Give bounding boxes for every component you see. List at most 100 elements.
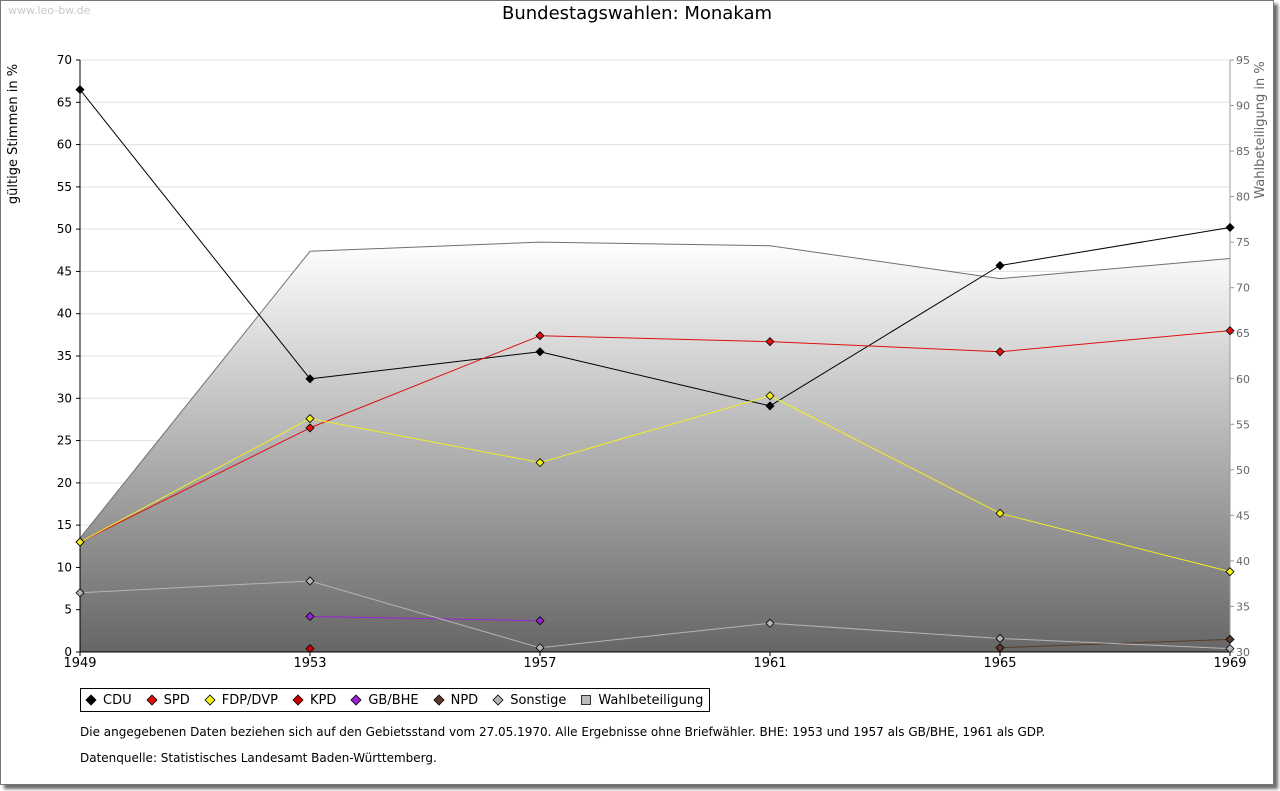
series-line-spd: [999, 330, 1231, 353]
series-line-sonstige: [309, 580, 541, 649]
y2-tick-label-65: 65: [1236, 327, 1250, 340]
series-line-fdp-dvp: [309, 418, 541, 464]
marker-fdp-dvp-1961: [765, 391, 775, 401]
series-line-sonstige: [999, 637, 1231, 650]
legend-label-spd: SPD: [163, 692, 190, 708]
marker-kpd-1953: [305, 644, 315, 654]
series-line-sonstige: [539, 622, 771, 649]
marker-spd-1969: [1225, 326, 1235, 336]
legend-marker-npd: [433, 694, 445, 706]
marker-cdu-1953: [305, 374, 315, 384]
turnout-line: [79, 241, 1231, 539]
y2-tick-label-40: 40: [1236, 555, 1250, 568]
y2-tick-label-50: 50: [1236, 464, 1250, 477]
legend-label-npd: NPD: [450, 692, 479, 708]
legend-item-spd: SPD: [146, 693, 190, 708]
marker-cdu-1957: [535, 347, 545, 357]
x-tick-label-1953: 1953: [293, 656, 326, 671]
y2-tick-label-55: 55: [1236, 418, 1250, 431]
legend-item-fdp-dvp: FDP/DVP: [204, 693, 278, 708]
y2-tick-label-90: 90: [1236, 100, 1250, 113]
y-tick-label-25: 25: [57, 434, 72, 448]
legend-marker-sonstige: [492, 694, 504, 706]
y2-tick-label-80: 80: [1236, 191, 1250, 204]
series-line-spd: [309, 335, 541, 429]
x-tick-label-1961: 1961: [753, 656, 786, 671]
series-line-spd: [79, 427, 311, 543]
marker-fdp-dvp-1957: [535, 457, 545, 468]
legend-item-gb-bhe: GB/BHE: [350, 692, 419, 708]
legend-item-cdu: CDU: [85, 693, 132, 708]
marker-gb-bhe-1957: [535, 616, 545, 626]
marker-fdp-dvp-1965: [995, 508, 1005, 518]
legend-label-gb-bhe: GB/BHE: [368, 692, 419, 708]
marker-fdp-dvp-1969: [1225, 567, 1235, 577]
marker-fdp-dvp-1949: [75, 537, 85, 547]
series-line-gb-bhe: [309, 615, 541, 622]
y2-tick-label-45: 45: [1236, 509, 1250, 522]
y-tick-label-50: 50: [57, 222, 72, 236]
marker-cdu-1969: [1225, 222, 1235, 233]
marker-sonstige-1961: [765, 618, 775, 628]
series-line-fdp-dvp: [999, 512, 1231, 573]
marker-spd-1953: [305, 423, 315, 433]
y2-axis-title: Wahlbeteiligung in %: [1253, 61, 1268, 198]
y-tick-label-45: 45: [57, 264, 72, 278]
x-tick-label-1969: 1969: [1213, 656, 1246, 671]
y-tick-label-65: 65: [57, 95, 72, 109]
marker-sonstige-1969: [1225, 644, 1235, 654]
series-line-fdp-dvp: [539, 395, 771, 464]
legend-marker-spd: [146, 694, 158, 706]
series-line-fdp-dvp: [769, 395, 1001, 514]
legend-item-wahlbeteiligung: Wahlbeteiligung: [580, 693, 703, 708]
y2-tick-label-30: 30: [1236, 646, 1250, 659]
marker-spd-1961: [765, 337, 775, 347]
series-line-fdp-dvp: [79, 418, 311, 543]
y-tick-label-5: 5: [64, 603, 72, 617]
legend-marker-cdu: [85, 694, 97, 706]
legend: CDU SPD FDP/DVP KPD GB/BHE NPD Sonstige Wahlbet…: [80, 688, 711, 712]
marker-sonstige-1953: [305, 576, 315, 586]
marker-sonstige-1965: [995, 633, 1005, 644]
y2-tick-label-95: 95: [1236, 54, 1250, 67]
marker-cdu-1965: [995, 260, 1005, 271]
marker-gb-bhe-1953: [305, 611, 315, 622]
y-tick-label-70: 70: [57, 53, 72, 67]
legend-label-fdp-dvp: FDP/DVP: [221, 692, 278, 708]
legend-marker-gb-bhe: [350, 694, 362, 706]
series-line-cdu: [769, 265, 1001, 407]
series-line-spd: [769, 341, 1001, 353]
y-tick-label-20: 20: [57, 476, 72, 490]
y-tick-label-40: 40: [57, 307, 72, 321]
marker-sonstige-1957: [535, 643, 545, 653]
y-axis-title: gültige Stimmen in %: [6, 64, 21, 204]
note-gebietsstand: Die angegebenen Daten beziehen sich auf …: [80, 725, 1046, 739]
series-line-cdu: [309, 351, 541, 380]
y-tick-label-55: 55: [57, 180, 72, 194]
marker-cdu-1949: [75, 85, 85, 95]
legend-marker-kpd: [292, 694, 304, 706]
legend-label-wahlbeteiligung: Wahlbeteiligung: [598, 692, 704, 708]
y2-tick-label-75: 75: [1236, 236, 1250, 249]
y2-tick-label-60: 60: [1236, 373, 1250, 386]
marker-sonstige-1949: [75, 588, 85, 598]
legend-marker-fdp-dvp: [204, 694, 216, 706]
y-tick-label-60: 60: [57, 138, 72, 152]
marker-spd-1957: [535, 331, 545, 341]
legend-marker-wahlbeteiligung: [581, 695, 592, 705]
chart-plot: 0 5 10 15 20 25 30 35 40 45 50 55 60 65 70 30 35 40 45 50 55…: [6, 53, 1268, 671]
marker-npd-1969: [1225, 634, 1235, 644]
y-tick-label-35: 35: [57, 349, 72, 363]
y-tick-label-30: 30: [57, 391, 72, 405]
y2-tick-label-70: 70: [1236, 282, 1250, 295]
y2-tick-label-85: 85: [1236, 145, 1250, 158]
series-line-sonstige: [79, 580, 311, 594]
y2-tick-label-35: 35: [1236, 600, 1250, 613]
marker-fdp-dvp-1953: [305, 414, 315, 424]
legend-item-npd: NPD: [433, 692, 479, 708]
chart-title: Bundestagswahlen: Monakam: [501, 3, 773, 24]
x-tick-label-1965: 1965: [983, 656, 1016, 671]
legend-label-kpd: KPD: [309, 692, 337, 708]
y-tick-label-0: 0: [64, 645, 72, 659]
series-line-cdu: [539, 351, 771, 407]
